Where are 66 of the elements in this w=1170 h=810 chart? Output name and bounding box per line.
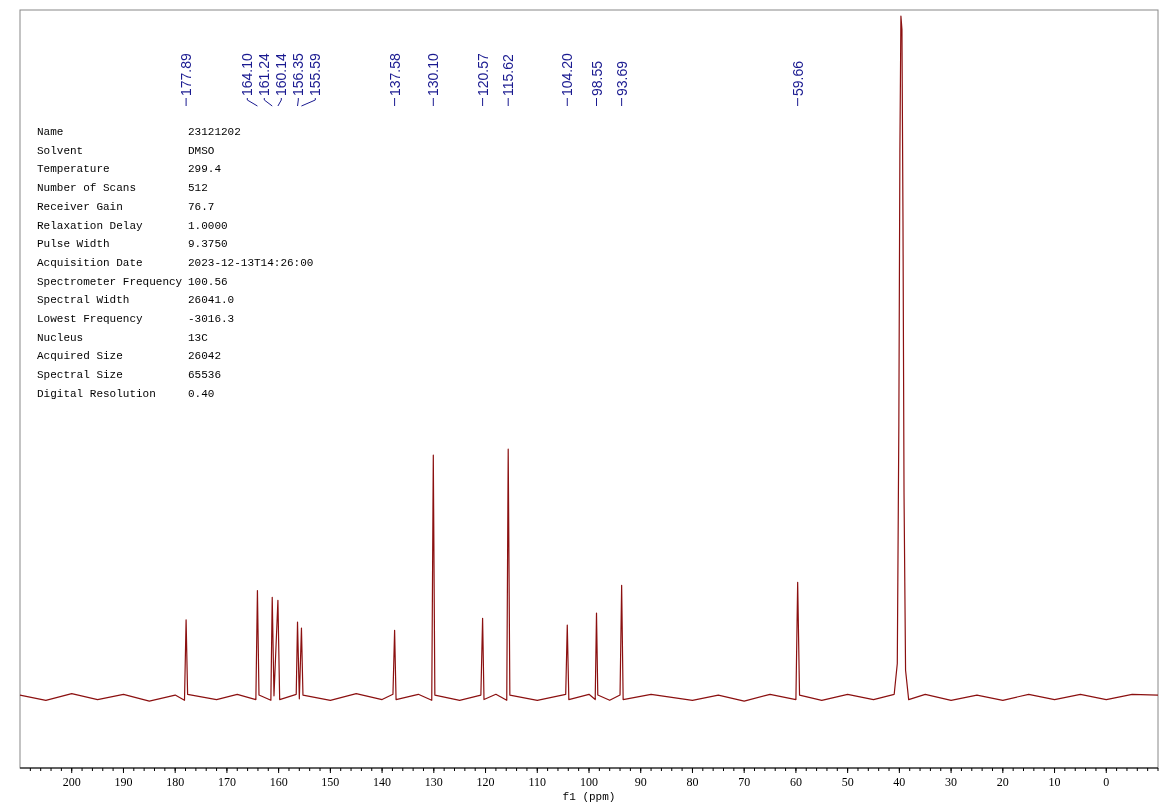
- annotation: Digital Resolution: [37, 387, 156, 400]
- x-tick-label: 60: [789, 775, 802, 789]
- x-tick-label: 150: [321, 775, 340, 789]
- x-tick-label: 70: [738, 775, 751, 789]
- annotation: 26042: [188, 350, 222, 363]
- annotation: DMSO: [188, 144, 215, 157]
- annotation: 9.3750: [188, 238, 228, 251]
- x-tick-label: 120: [476, 775, 495, 789]
- annotation: Receiver Gain: [37, 200, 123, 213]
- annotation: 177.89: [178, 52, 195, 96]
- annotation: 76.7: [188, 200, 215, 213]
- x-tick-label: 50: [841, 775, 854, 789]
- annotation: Spectral Width: [37, 294, 130, 307]
- annotation: -3016.3: [188, 313, 235, 325]
- annotation: Acquisition Date: [37, 256, 143, 269]
- annotation: 299.4: [188, 163, 222, 176]
- annotation: 0.40: [188, 387, 215, 400]
- annotation: 156.35: [290, 52, 307, 96]
- annotation: 59.66: [789, 60, 806, 96]
- annotation: 1.0000: [188, 219, 228, 232]
- annotation: 160.14: [273, 52, 290, 96]
- x-tick-label: 30: [945, 775, 958, 789]
- x-tick-label: 80: [686, 775, 699, 789]
- x-tick-label: 90: [634, 775, 647, 789]
- annotation: 512: [188, 182, 208, 195]
- annotation: Spectrometer Frequency: [37, 275, 183, 288]
- annotation: 137.58: [386, 52, 403, 96]
- x-tick-label: 100: [580, 775, 598, 789]
- annotation: Name: [37, 126, 64, 138]
- annotation: 2023-12-13T14:26:00: [188, 256, 314, 269]
- annotation: Relaxation Delay: [37, 219, 144, 232]
- annotation: Spectral Size: [37, 369, 123, 382]
- x-tick-label: 20: [996, 775, 1009, 789]
- x-tick-label: 170: [217, 775, 236, 789]
- annotation: 23121202: [188, 126, 241, 138]
- annotation: Pulse Width: [37, 238, 110, 251]
- x-axis-title: f1 (ppm): [562, 791, 616, 803]
- annotation: 120.57: [474, 52, 491, 96]
- x-tick-label: 140: [373, 775, 392, 789]
- x-tick-label: 160: [269, 775, 288, 789]
- x-tick-label: 0: [1103, 775, 1110, 789]
- annotation: 98.55: [588, 60, 605, 96]
- annotation: Acquired Size: [37, 350, 123, 363]
- annotation: 26041.0: [188, 294, 235, 307]
- annotation: 164.10: [239, 52, 256, 96]
- annotation: 65536: [188, 369, 222, 382]
- x-tick-label: 180: [166, 775, 185, 789]
- annotation: Lowest Frequency: [37, 313, 144, 325]
- annotation: 161.24: [256, 52, 273, 96]
- annotation: 155.59: [307, 52, 324, 96]
- annotation: 93.69: [613, 60, 630, 96]
- x-tick-label: 10: [1048, 775, 1061, 789]
- annotation: 100.56: [188, 275, 228, 288]
- annotation: Solvent: [37, 144, 84, 157]
- annotation: 13C: [188, 331, 209, 344]
- annotation: Temperature: [37, 163, 110, 176]
- annotation: 130.10: [425, 52, 442, 96]
- annotation: Nucleus: [37, 331, 84, 344]
- annotation: 104.20: [559, 52, 576, 96]
- x-tick-label: 200: [62, 775, 81, 789]
- x-tick-label: 110: [528, 775, 547, 789]
- annotation: 115.62: [500, 54, 517, 96]
- annotation: Number of Scans: [37, 182, 137, 195]
- x-tick-label: 190: [114, 775, 133, 789]
- x-tick-label: 130: [424, 775, 443, 789]
- x-tick-label: 40: [893, 775, 906, 789]
